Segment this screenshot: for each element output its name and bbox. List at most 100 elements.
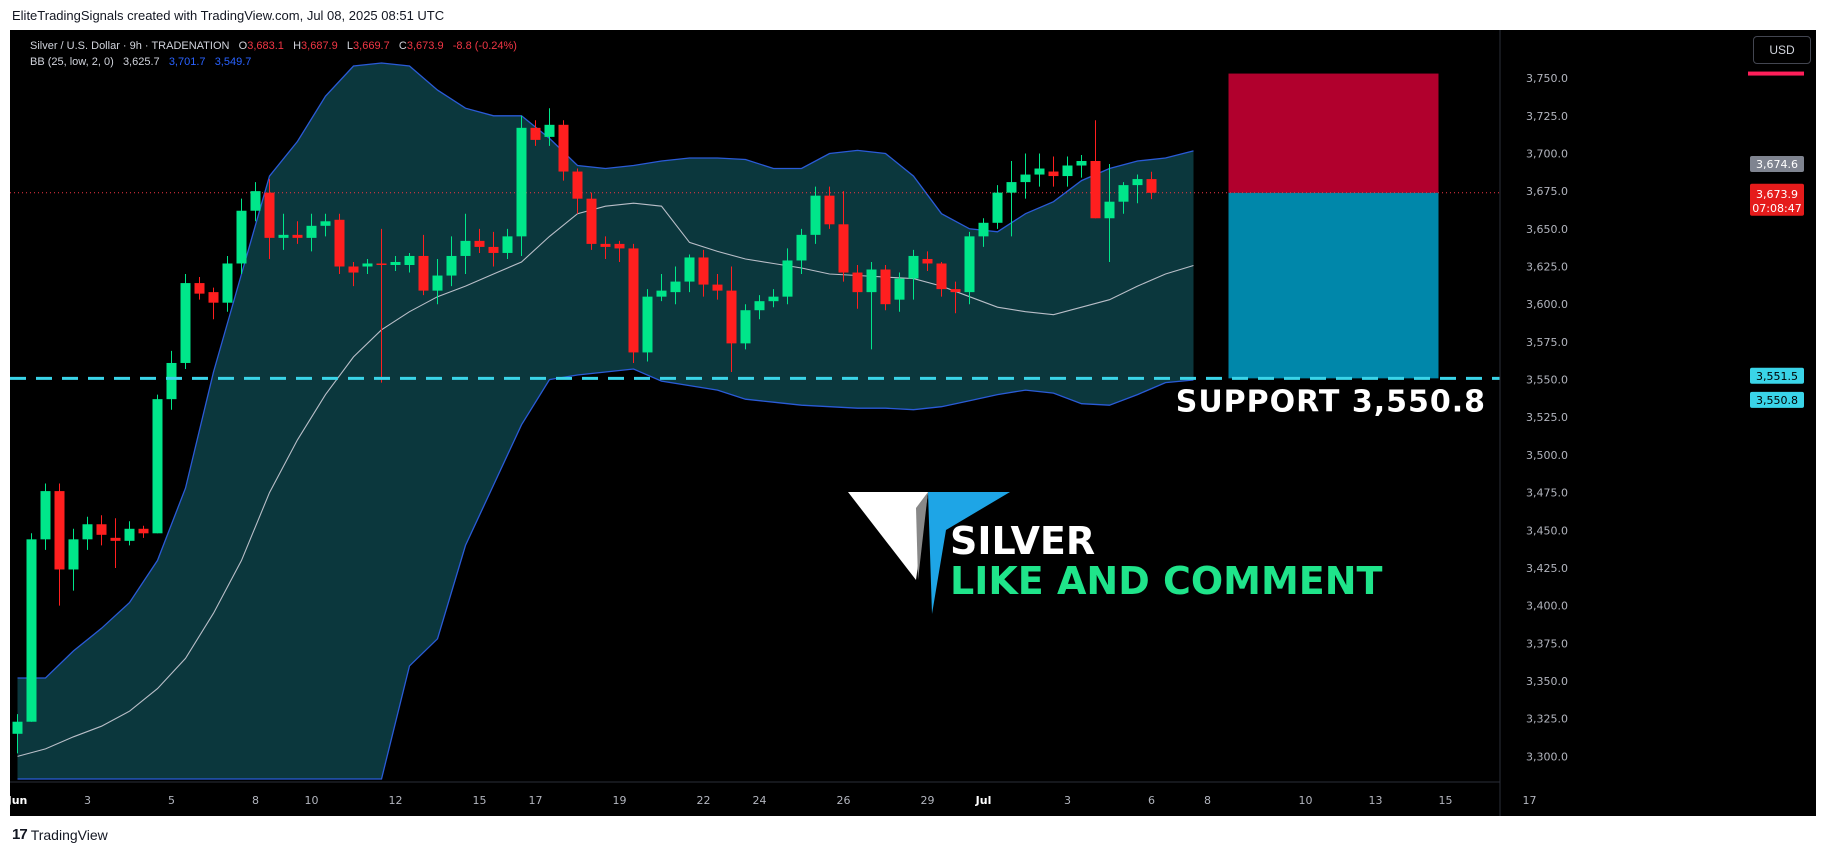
candle-body bbox=[68, 539, 79, 570]
candle-body bbox=[810, 195, 821, 235]
bollinger-basis-line bbox=[17, 202, 1194, 757]
candle-body bbox=[768, 296, 779, 302]
logo-subtitle: LIKE AND COMMENT bbox=[950, 559, 1383, 603]
support-tag-b: 3,550.8 bbox=[1756, 394, 1798, 407]
candle-body bbox=[1090, 160, 1101, 219]
y-tick-label: 3,750.0 bbox=[1526, 72, 1568, 85]
footer: 17 TradingView bbox=[12, 826, 108, 843]
candle-body bbox=[320, 221, 331, 226]
candle-body bbox=[656, 290, 667, 297]
candle-body bbox=[460, 240, 471, 256]
candle-body bbox=[544, 124, 555, 137]
x-tick-label: 3 bbox=[1064, 794, 1071, 807]
candle-body bbox=[558, 124, 569, 172]
candle-body bbox=[376, 263, 387, 265]
candle-body bbox=[600, 243, 611, 247]
chart-frame[interactable]: SUPPORT 3,550.8 SILVER LIKE AND COMMENT 3,3… bbox=[7, 30, 1816, 816]
y-tick-label: 3,375.0 bbox=[1526, 637, 1568, 650]
candle-body bbox=[936, 263, 947, 290]
candle-body bbox=[908, 255, 919, 279]
candle-body bbox=[894, 278, 905, 300]
x-tick-label: 15 bbox=[1439, 794, 1453, 807]
y-tick-label: 3,650.0 bbox=[1526, 223, 1568, 236]
candle-body bbox=[264, 192, 275, 238]
candle-body bbox=[516, 127, 527, 237]
candle-body bbox=[586, 198, 597, 244]
candle-body bbox=[1132, 179, 1143, 186]
logo-blue-wedge bbox=[928, 492, 1010, 614]
x-tick-label: 12 bbox=[389, 794, 403, 807]
open-value: 3,683.1 bbox=[247, 40, 284, 52]
candle-body bbox=[824, 195, 835, 225]
candle-body bbox=[152, 399, 163, 534]
candle-body bbox=[194, 283, 205, 294]
candle-body bbox=[712, 284, 723, 291]
y-tick-label: 3,525.0 bbox=[1526, 411, 1568, 424]
x-tick-label: 13 bbox=[1369, 794, 1383, 807]
y-tick-label: 3,550.0 bbox=[1526, 374, 1568, 387]
candle-body bbox=[446, 255, 457, 276]
y-tick-label: 3,325.0 bbox=[1526, 713, 1568, 726]
candle-body bbox=[96, 524, 107, 535]
candle-body bbox=[670, 281, 681, 293]
candle-body bbox=[950, 289, 961, 293]
candle-body bbox=[922, 258, 933, 264]
candle-body bbox=[208, 292, 219, 303]
candle-body bbox=[992, 192, 1003, 223]
y-tick-label: 3,300.0 bbox=[1526, 750, 1568, 763]
candle-body bbox=[1020, 174, 1031, 183]
footer-brand[interactable]: TradingView bbox=[30, 826, 108, 843]
x-tick-label: 26 bbox=[837, 794, 851, 807]
candle-body bbox=[964, 236, 975, 293]
support-label: SUPPORT 3,550.8 bbox=[1176, 384, 1486, 419]
support-tag-b-bg bbox=[1750, 391, 1804, 408]
bb-label: BB (25, low, 2, 0) bbox=[30, 56, 114, 68]
candle-body bbox=[12, 721, 23, 734]
x-tick-label: Jul bbox=[975, 794, 992, 807]
candle-body bbox=[124, 528, 135, 541]
x-tick-label: 10 bbox=[305, 794, 319, 807]
y-tick-label: 3,675.0 bbox=[1526, 185, 1568, 198]
candle-body bbox=[754, 301, 765, 311]
close-label: C bbox=[398, 40, 407, 52]
high-value: 3,687.9 bbox=[301, 40, 338, 52]
bb-legend[interactable]: BB (25, low, 2, 0) 3,625.7 3,701.7 3,549… bbox=[30, 56, 251, 68]
candle-body bbox=[278, 234, 289, 238]
candle-body bbox=[26, 539, 37, 722]
x-tick-label: 6 bbox=[1148, 794, 1155, 807]
candle-body bbox=[334, 219, 345, 267]
target-price-marker bbox=[1748, 71, 1804, 76]
candle-body bbox=[488, 246, 499, 253]
candle-body bbox=[1034, 168, 1045, 175]
symbol-name: Silver / U.S. Dollar · 9h · TRADENATION bbox=[30, 40, 230, 52]
reward-zone-box bbox=[1228, 192, 1439, 379]
low-value: 3,669.7 bbox=[353, 40, 390, 52]
countdown-tag: 07:08:47 bbox=[1752, 202, 1801, 215]
y-tick-label: 3,500.0 bbox=[1526, 449, 1568, 462]
gray-price-tag: 3,674.6 bbox=[1756, 158, 1798, 171]
candle-body bbox=[1076, 160, 1087, 166]
x-tick-label: 17 bbox=[1523, 794, 1537, 807]
x-tick-label: 8 bbox=[1204, 794, 1211, 807]
bollinger-band-fill bbox=[17, 63, 1194, 779]
y-tick-label: 3,425.0 bbox=[1526, 562, 1568, 575]
last-price-tag-bg bbox=[1750, 183, 1804, 216]
currency-button[interactable]: USD bbox=[1753, 36, 1811, 64]
candle-body bbox=[502, 236, 513, 253]
y-tick-label: 3,625.0 bbox=[1526, 261, 1568, 274]
candle-body bbox=[166, 362, 177, 400]
candle-body bbox=[40, 491, 51, 540]
candle-body bbox=[1118, 185, 1129, 202]
last-price-tag: 3,673.9 bbox=[1756, 188, 1798, 201]
candle-body bbox=[180, 283, 191, 363]
candle-body bbox=[530, 127, 541, 140]
candle-body bbox=[348, 266, 359, 273]
x-tick-label: 3 bbox=[84, 794, 91, 807]
y-tick-label: 3,475.0 bbox=[1526, 487, 1568, 500]
candle-body bbox=[110, 537, 121, 541]
tradingview-logo-icon: 17 bbox=[12, 826, 28, 843]
candle-body bbox=[642, 296, 653, 353]
x-tick-label: 8 bbox=[252, 794, 259, 807]
y-tick-label: 3,400.0 bbox=[1526, 600, 1568, 613]
